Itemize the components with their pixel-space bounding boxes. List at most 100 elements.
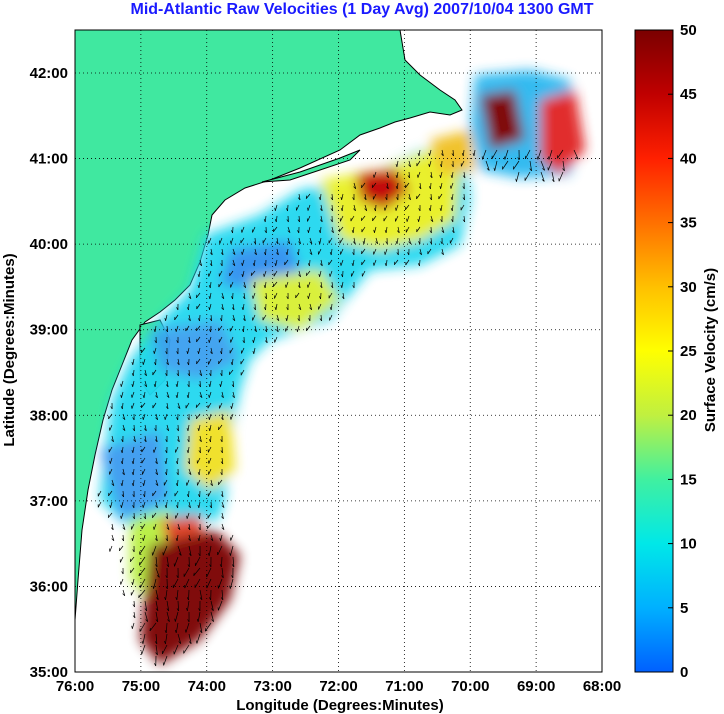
velocity-arrow-head [142,394,145,399]
velocity-arrow-head [206,525,209,529]
velocity-arrow [122,424,126,431]
velocity-arrow-head [187,384,190,388]
velocity-arrow [152,512,157,519]
velocity-arrow-head [156,597,159,600]
velocity-arrow [274,204,278,211]
velocity-arrow-head [120,515,122,519]
velocity-arrow [139,545,146,555]
velocity-arrow [217,545,223,556]
velocity-arrow [231,402,234,409]
velocity-arrow [320,215,323,222]
velocity-arrow [196,292,201,298]
velocity-arrow-head [338,228,341,232]
velocity-arrow [254,237,256,245]
velocity-arrow [188,633,192,644]
velocity-arrow [242,270,245,277]
y-tick-label: 36:00 [30,578,68,595]
velocity-arrow [463,171,466,178]
velocity-arrow-head [451,153,454,157]
velocity-arrow [396,182,399,190]
velocity-arrow-head [176,351,179,355]
velocity-arrow [188,292,192,299]
velocity-arrow [198,281,201,288]
velocity-arrow [183,644,190,654]
velocity-arrow-head [131,373,134,377]
velocity-arrow [463,193,465,201]
velocity-arrow-head [264,329,268,333]
velocity-arrow-head [309,252,313,255]
x-tick-label: 71:00 [385,678,423,695]
velocity-arrow-head [232,252,236,255]
velocity-arrow [155,413,159,420]
velocity-arrow-head [165,439,168,443]
velocity-arrow-head [363,197,367,201]
x-tick-label: 72:00 [319,678,357,695]
velocity-arrow [408,160,411,167]
velocity-arrow [230,336,234,343]
velocity-arrow [144,512,146,520]
velocity-arrow-head [165,575,168,579]
x-tick-label: 68:00 [583,678,621,695]
velocity-arrow [557,149,564,159]
velocity-arrow [177,479,179,487]
velocity-arrow-head [122,428,126,431]
velocity-arrow [230,545,234,556]
velocity-arrow [177,358,180,365]
velocity-arrow [155,611,159,622]
velocity-arrow [254,248,257,255]
velocity-arrow-head [407,252,410,256]
velocity-arrow [141,446,146,453]
velocity-arrow-head [152,585,154,589]
velocity-arrow-head [252,263,255,267]
velocity-arrow [166,358,169,365]
velocity-arrow-head [450,174,453,179]
velocity-arrow [341,204,344,211]
velocity-arrow [438,193,443,200]
velocity-arrow-head [353,186,356,189]
velocity-arrow [340,259,344,266]
velocity-arrow-head [373,208,376,212]
velocity-arrow-head [153,328,156,333]
velocity-arrow-head [142,482,144,486]
land-mass [75,30,463,621]
velocity-arrow [243,292,246,299]
velocity-arrow-head [176,428,179,432]
velocity-arrow-head [155,417,158,421]
colorbar-tick-label: 25 [680,343,697,360]
velocity-arrow-head [186,515,188,519]
velocity-arrow [430,237,432,245]
velocity-arrow [462,149,465,157]
velocity-arrow [177,402,181,409]
y-tick-label: 40:00 [30,236,68,253]
velocity-arrow-head [132,604,135,608]
velocity-arrow-head [208,306,210,310]
velocity-arrow-head [353,208,356,212]
velocity-arrow [419,248,422,255]
velocity-arrow-head [155,538,158,542]
velocity-arrow-head [229,552,231,556]
velocity-arrow-head [131,483,134,487]
velocity-arrow-head [209,564,212,568]
velocity-arrow [429,160,432,167]
velocity-arrow [196,358,201,365]
velocity-arrow [232,314,236,321]
velocity-arrow [218,479,223,485]
velocity-arrow-head [208,439,211,443]
velocity-arrow-head [441,252,444,256]
velocity-arrow [120,380,124,387]
velocity-arrow-head [197,284,200,289]
velocity-arrow [429,204,432,212]
velocity-arrow-head [187,564,190,568]
velocity-arrow-head [252,339,254,343]
velocity-arrow-head [199,395,203,398]
velocity-arrow [195,556,201,567]
velocity-arrow [208,336,212,343]
velocity-arrow-head [177,439,180,443]
velocity-arrow [166,380,169,387]
velocity-arrow [221,523,225,530]
velocity-arrow [254,325,257,332]
y-tick-label: 37:00 [30,493,68,510]
velocity-arrow [188,545,192,556]
velocity-arrow [318,248,322,255]
velocity-arrow-head [408,241,411,245]
